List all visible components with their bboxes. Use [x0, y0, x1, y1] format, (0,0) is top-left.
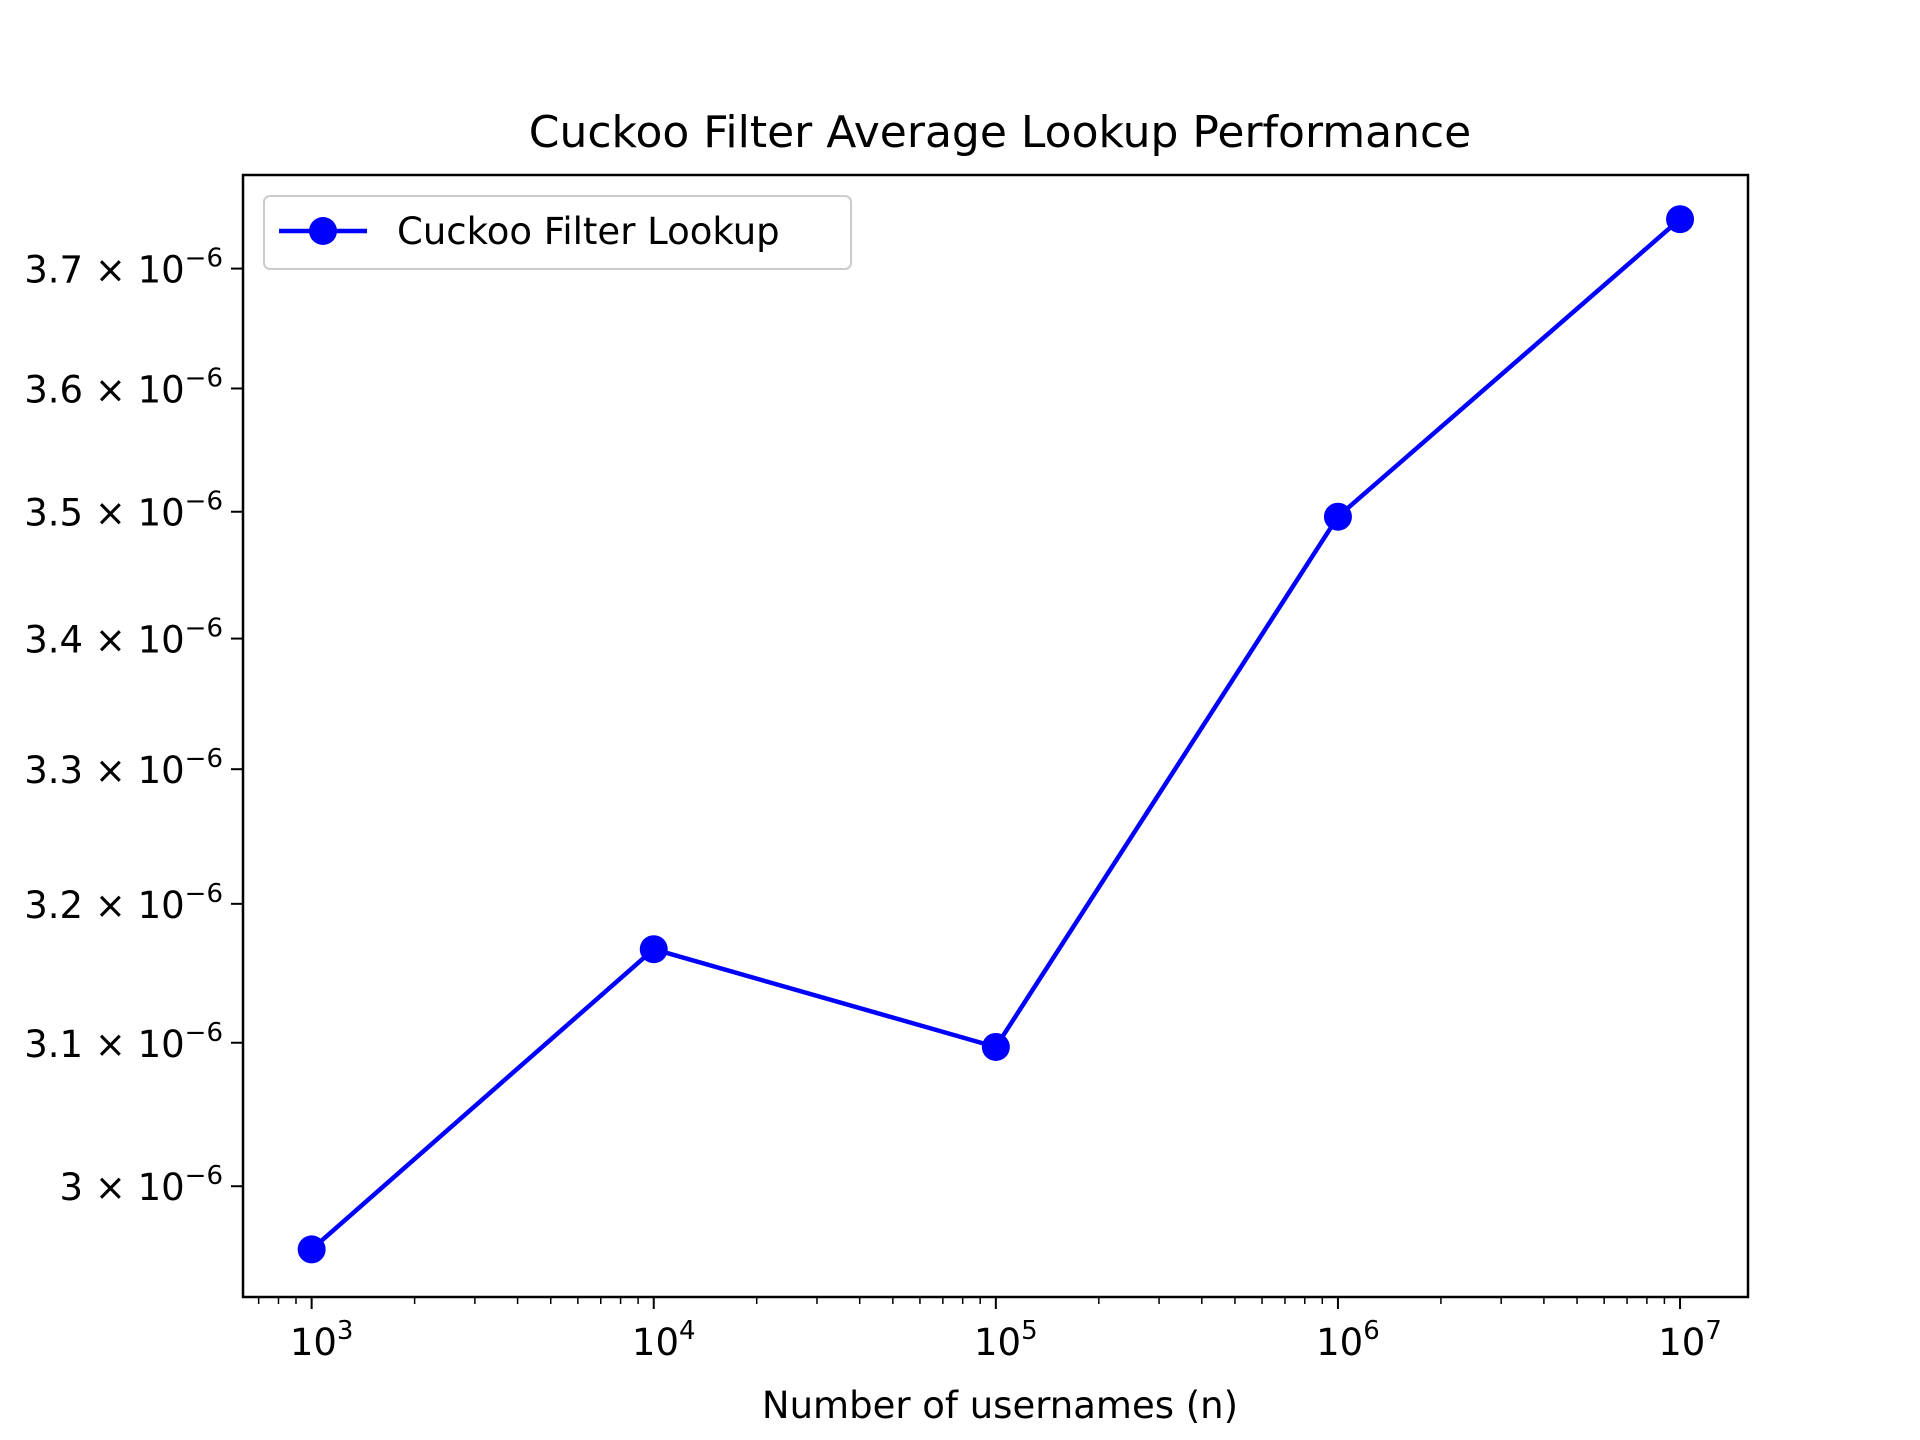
legend-box [263, 195, 852, 270]
legend-label: Cuckoo Filter Lookup [397, 210, 780, 253]
y-tick-label: 3.7 × 10−6 [24, 244, 223, 292]
legend-marker [309, 217, 337, 245]
series-line [310, 217, 1682, 1252]
x-tick-label: 103 [290, 1316, 354, 1364]
x-tick-label: 104 [632, 1316, 696, 1364]
y-tick-label: 3.5 × 10−6 [24, 487, 223, 535]
data-point [981, 1032, 1010, 1061]
x-tick-label: 105 [974, 1316, 1038, 1364]
x-axis: 103 104 105 106 107 [257, 1297, 1722, 1364]
y-tick-label: 3.2 × 10−6 [24, 879, 223, 927]
plot-area [297, 205, 1695, 1264]
chart-title: Cuckoo Filter Average Lookup Performance [529, 107, 1472, 158]
y-axis: 3 × 10−6 3.1 × 10−6 3.2 × 10−6 3.3 × 10−6 3.… [24, 244, 243, 1209]
x-axis-label: Number of usernames (n) [762, 1384, 1238, 1427]
y-tick-label: 3.6 × 10−6 [24, 363, 223, 411]
data-point [1323, 502, 1352, 531]
y-tick-label: 3.1 × 10−6 [24, 1018, 223, 1066]
y-tick-label: 3.4 × 10−6 [24, 614, 223, 662]
data-point [639, 935, 668, 964]
legend: Cuckoo Filter Lookup [263, 195, 852, 270]
y-tick-label: 3.3 × 10−6 [24, 744, 223, 792]
x-tick-label: 107 [1658, 1316, 1722, 1364]
x-tick-label: 106 [1316, 1316, 1380, 1364]
plot-frame [241, 173, 1750, 1299]
data-point [297, 1235, 326, 1264]
y-tick-label: 3 × 10−6 [60, 1161, 223, 1209]
data-point [1666, 205, 1695, 234]
